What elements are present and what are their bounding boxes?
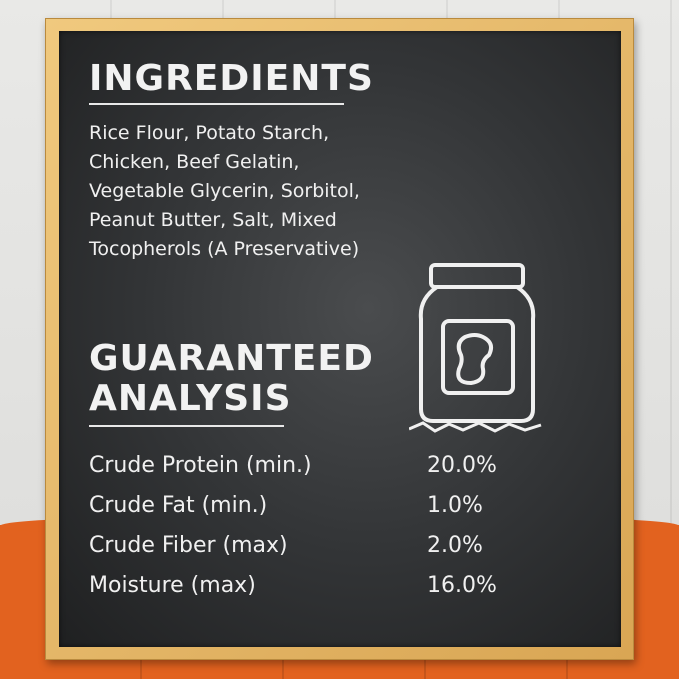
heading-underline xyxy=(89,425,284,427)
ingredients-heading: INGREDIENTS xyxy=(89,58,374,99)
analysis-value: 1.0% xyxy=(427,493,483,518)
analysis-value: 16.0% xyxy=(427,573,497,598)
analysis-label: Crude Fiber (max) xyxy=(89,533,288,558)
analysis-label: Crude Protein (min.) xyxy=(89,453,312,478)
ingredients-text: Rice Flour, Potato Starch, Chicken, Beef… xyxy=(89,122,360,260)
chalkboard-frame: INGREDIENTS Rice Flour, Potato Starch, C… xyxy=(45,18,634,660)
analysis-heading-line1: GUARANTEED xyxy=(89,338,374,379)
peanut-butter-jar-icon xyxy=(409,263,542,433)
chalkboard: INGREDIENTS Rice Flour, Potato Starch, C… xyxy=(59,31,621,647)
analysis-value: 2.0% xyxy=(427,533,483,558)
heading-underline xyxy=(89,103,344,105)
analysis-value: 20.0% xyxy=(427,453,497,478)
analysis-label: Moisture (max) xyxy=(89,573,256,598)
analysis-label: Crude Fat (min.) xyxy=(89,493,268,518)
analysis-heading-line2: ANALYSIS xyxy=(89,378,292,419)
